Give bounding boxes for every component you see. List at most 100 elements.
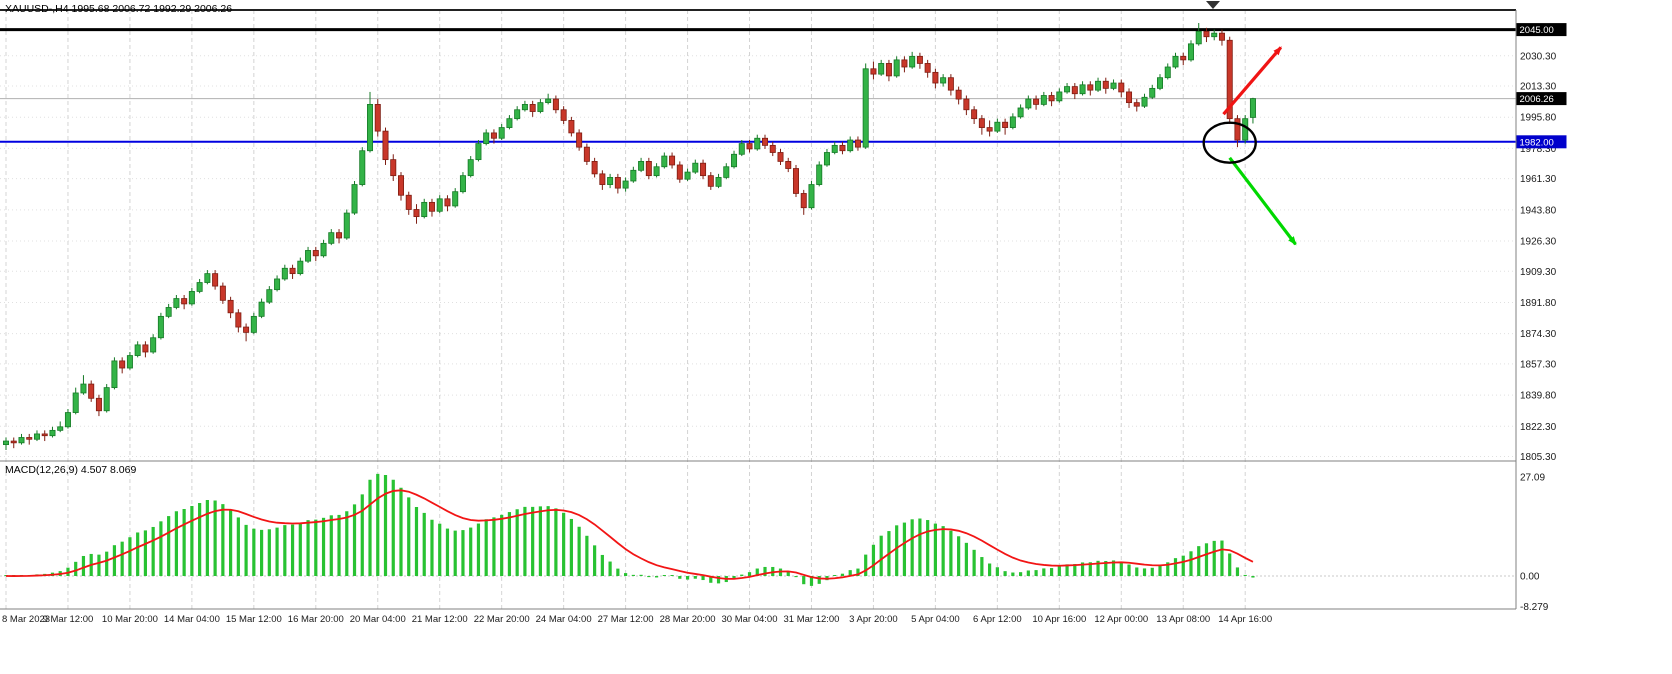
candle-bullish xyxy=(33,433,40,440)
candle-bullish xyxy=(754,137,761,150)
candle-bullish xyxy=(893,59,900,77)
price-badge xyxy=(1516,23,1567,37)
candle-bearish xyxy=(336,232,343,239)
candle-bullish xyxy=(1095,80,1102,91)
price-badge xyxy=(1516,135,1567,149)
candle-bullish xyxy=(1009,116,1016,128)
candle-bearish xyxy=(312,250,319,257)
candle-bullish xyxy=(878,63,885,75)
candle-bearish xyxy=(142,344,149,353)
candle-bearish xyxy=(1033,98,1040,105)
candle-bearish xyxy=(1102,80,1109,89)
green-down-arrow-annotation[interactable] xyxy=(1228,156,1297,246)
macd-axis-label: 0.00 xyxy=(1520,572,1540,583)
candle-bullish xyxy=(258,301,265,317)
candle-bearish xyxy=(576,132,583,148)
candle-bearish xyxy=(963,98,970,111)
candle-bearish xyxy=(870,68,877,75)
candle-bullish xyxy=(80,383,87,394)
candle-bullish xyxy=(1056,91,1063,102)
time-axis-label: 21 Mar 12:00 xyxy=(412,614,468,625)
candle-bearish xyxy=(785,161,792,169)
price-axis-label: 1926.30 xyxy=(1520,237,1557,248)
candle-bearish xyxy=(916,55,923,64)
candle-bearish xyxy=(560,109,567,121)
price-axis-label: 2013.30 xyxy=(1520,82,1557,93)
price-badge-label: 2006.26 xyxy=(1520,94,1554,105)
candle-bullish xyxy=(134,344,141,356)
candle-bearish xyxy=(669,155,676,166)
symbol-ohlc-info: XAUUSD-,H4 1995.68 2006.72 1992.29 2006.… xyxy=(5,3,233,15)
candle-bullish xyxy=(57,426,64,431)
candle-bearish xyxy=(599,173,606,185)
macd-axis-label: -8.279 xyxy=(1520,602,1549,613)
candle-bullish xyxy=(1172,55,1179,68)
candle-bearish xyxy=(746,143,753,150)
candle-bearish xyxy=(700,162,707,177)
candle-bullish xyxy=(738,143,745,155)
candle-bearish xyxy=(901,59,908,68)
candle-bearish xyxy=(854,139,861,148)
candle-bullish xyxy=(421,201,428,218)
candle-bullish xyxy=(3,440,9,446)
candle-bullish xyxy=(847,139,854,152)
candle-bullish xyxy=(498,127,505,139)
time-axis-label: 22 Mar 20:00 xyxy=(474,614,530,625)
candle-bearish xyxy=(614,177,621,189)
candle-bullish xyxy=(483,132,490,144)
red-up-arrow-annotation[interactable] xyxy=(1222,46,1283,116)
candle-bearish xyxy=(839,144,846,152)
candle-bearish xyxy=(397,175,404,196)
time-axis-label: 28 Mar 20:00 xyxy=(660,614,716,625)
candle-bullish xyxy=(692,162,699,173)
candle-bearish xyxy=(1118,82,1125,93)
candle-bearish xyxy=(181,298,188,305)
candle-bullish xyxy=(808,184,815,209)
candle-bullish xyxy=(204,273,211,283)
time-axis-label: 16 Mar 20:00 xyxy=(288,614,344,625)
price-axis-label: 1978.30 xyxy=(1520,144,1557,155)
candle-bullish xyxy=(467,159,474,177)
candle-bullish xyxy=(622,180,629,189)
candle-bearish xyxy=(1218,32,1225,41)
time-axis-label: 6 Apr 12:00 xyxy=(973,614,1022,625)
candle-bullish xyxy=(823,152,830,166)
price-badge-label: 1982.00 xyxy=(1520,137,1554,148)
candle-bullish xyxy=(715,177,722,187)
candle-bullish xyxy=(49,429,56,437)
candle-bearish xyxy=(428,201,435,212)
candle-bearish xyxy=(243,326,250,333)
candle-bullish xyxy=(266,289,273,303)
candle-bullish xyxy=(1249,98,1256,118)
time-axis-label: 30 Mar 04:00 xyxy=(722,614,778,625)
candle-bullish xyxy=(436,198,443,212)
candle-bullish xyxy=(1064,86,1071,93)
candle-bearish xyxy=(792,168,799,194)
candle-bullish xyxy=(1187,43,1194,61)
candle-bullish xyxy=(452,191,459,207)
candle-bullish xyxy=(173,298,180,308)
price-axis-label: 2030.30 xyxy=(1520,51,1557,62)
candle-bullish xyxy=(281,267,288,280)
candle-bullish xyxy=(684,171,691,180)
candle-bullish xyxy=(1164,66,1171,79)
candle-bullish xyxy=(111,360,118,389)
candle-bearish xyxy=(947,77,954,91)
candle-bearish xyxy=(413,209,420,218)
time-axis-label: 8 Mar 2023 xyxy=(2,614,50,625)
time-axis-label: 14 Mar 04:00 xyxy=(164,614,220,625)
candle-bearish xyxy=(1002,121,1009,128)
time-axis-label: 3 Apr 20:00 xyxy=(849,614,898,625)
candle-bullish xyxy=(196,282,203,292)
highlight-circle-annotation[interactable] xyxy=(1202,121,1257,164)
candle-bearish xyxy=(971,109,978,120)
candle-bullish xyxy=(1157,77,1164,89)
chart-shift-marker[interactable] xyxy=(1206,1,1220,9)
time-axis-label: 10 Apr 16:00 xyxy=(1032,614,1086,625)
candle-bearish xyxy=(707,175,714,187)
candle-bearish xyxy=(552,98,559,111)
price-axis-label: 1805.30 xyxy=(1520,452,1557,463)
candle-bearish xyxy=(583,146,590,162)
